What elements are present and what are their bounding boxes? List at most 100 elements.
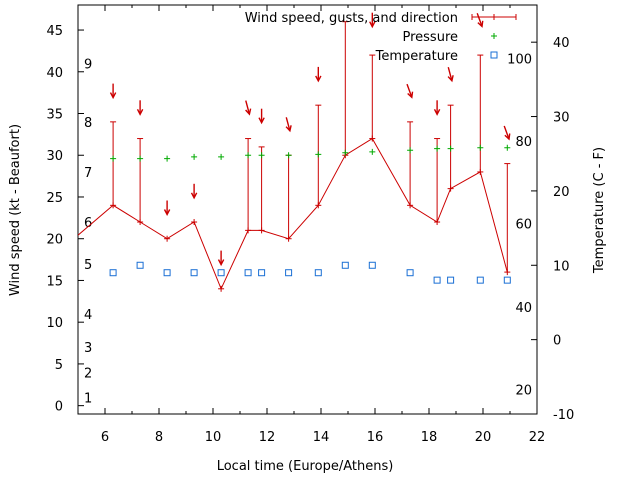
y2-tick-label: 0 — [553, 334, 561, 349]
arrow-head — [433, 108, 441, 116]
legend: Wind speed, gusts, and direction Pressure… — [245, 11, 517, 64]
y2-axis-label: Temperature (C - F) — [592, 147, 607, 274]
beaufort-labels: 1 2 3 4 5 6 7 8 9 — [84, 57, 92, 406]
arrow-head — [190, 192, 198, 200]
y2-tick-labels: -10 0 10 20 30 40 — [553, 36, 574, 423]
wind-speed-line — [78, 137, 508, 291]
x-tick-label: 14 — [313, 430, 330, 445]
fahrenheit-label: 20 — [515, 383, 532, 398]
arrow-head — [315, 75, 322, 83]
wind-direction-arrow — [406, 83, 414, 99]
beaufort-label: 5 — [84, 258, 92, 273]
y-tick-label: 20 — [46, 233, 63, 248]
temperature-point — [406, 269, 414, 277]
arrow-head — [369, 21, 376, 29]
arrow-head — [285, 125, 292, 133]
pressure-point — [504, 144, 511, 151]
wind-direction-arrow — [447, 67, 454, 83]
legend-label: Pressure — [402, 30, 458, 45]
legend-symbol — [491, 33, 497, 39]
arrow-head — [217, 259, 225, 267]
wind-direction-arrow — [503, 125, 511, 141]
wind-series — [78, 12, 511, 292]
temperature-point — [190, 269, 198, 277]
fahrenheit-labels: 20 40 60 80 100 — [507, 53, 532, 399]
wind-direction-arrow — [163, 200, 171, 217]
pressure-series — [110, 144, 511, 162]
arrow-head — [504, 133, 511, 141]
y-tick-label: 25 — [46, 191, 63, 206]
temperature-point — [163, 269, 171, 277]
arrow-head — [109, 92, 117, 100]
legend-label: Temperature — [375, 49, 458, 64]
pressure-point — [258, 152, 265, 159]
arrow-shaft — [476, 13, 483, 26]
pressure-point — [137, 155, 144, 162]
temperature-point — [109, 269, 117, 277]
temperature-point — [433, 276, 441, 284]
pressure-point — [164, 155, 171, 162]
temperature-point — [217, 269, 225, 277]
y-axis-label: Wind speed (kt - Beaufort) — [8, 124, 23, 296]
x-tick-label: 6 — [101, 430, 109, 445]
x-tick-label: 10 — [205, 430, 222, 445]
arrow-shaft — [245, 100, 250, 114]
beaufort-label: 9 — [84, 57, 92, 72]
temperature-point — [341, 261, 349, 269]
beaufort-label: 1 — [84, 391, 92, 406]
legend-symbol — [490, 51, 498, 59]
beaufort-label: 4 — [84, 308, 92, 323]
temperature-point — [314, 269, 322, 277]
y-tick-label: 40 — [46, 66, 63, 81]
arrow-head — [477, 20, 484, 28]
pressure-point — [369, 148, 376, 155]
arrow-head — [258, 117, 265, 125]
x-tick-label: 20 — [475, 430, 492, 445]
wind-direction-arrow — [285, 117, 292, 133]
y-tick-label: 30 — [46, 149, 63, 164]
wind-direction-arrow — [476, 13, 484, 28]
temperature-point — [503, 276, 511, 284]
arrow-shaft — [285, 117, 291, 131]
y2-tick-label: 20 — [553, 185, 570, 200]
x-tick-label: 12 — [259, 430, 276, 445]
y2-tick-label: 30 — [553, 111, 570, 126]
wind-direction-arrow — [109, 83, 117, 100]
y2-tick-label: 10 — [553, 259, 570, 274]
temperature-point — [285, 269, 293, 277]
pressure-point — [245, 152, 252, 159]
temperature-point — [244, 269, 252, 277]
plot-frame — [77, 4, 538, 415]
wind-direction-arrow — [136, 100, 144, 116]
arrow-head — [407, 91, 414, 99]
pressure-point — [434, 145, 441, 152]
wind-direction-arrow — [315, 66, 322, 83]
arrow-head — [163, 209, 171, 217]
temperature-point — [258, 269, 266, 277]
x-tick-label: 22 — [529, 430, 546, 445]
y-tick-label: 35 — [46, 108, 63, 123]
arrow-shaft — [447, 67, 453, 80]
fahrenheit-label: 40 — [515, 301, 532, 316]
wind-direction-arrow — [433, 100, 441, 116]
x-tick-labels: 6 8 10 12 14 16 18 20 22 — [101, 430, 545, 445]
pressure-point — [218, 153, 225, 160]
temperature-point — [136, 261, 144, 269]
y-tick-labels: 0 5 10 15 20 25 30 35 40 45 — [46, 24, 63, 415]
pressure-point — [191, 153, 198, 160]
pressure-point — [315, 151, 322, 158]
y-tick-label: 10 — [46, 316, 63, 331]
beaufort-label: 7 — [84, 166, 92, 181]
fahrenheit-label: 100 — [507, 53, 532, 68]
beaufort-label: 2 — [84, 366, 92, 381]
pressure-point — [407, 147, 414, 154]
legend-label: Wind speed, gusts, and direction — [245, 11, 458, 26]
y-tick-label: 5 — [55, 358, 63, 373]
pressure-point — [285, 152, 292, 159]
axis-ticks — [77, 5, 538, 415]
x-tick-label: 18 — [421, 430, 438, 445]
wind-direction-arrow — [217, 250, 225, 267]
pressure-point — [447, 145, 454, 152]
wind-direction-arrow — [369, 12, 376, 29]
